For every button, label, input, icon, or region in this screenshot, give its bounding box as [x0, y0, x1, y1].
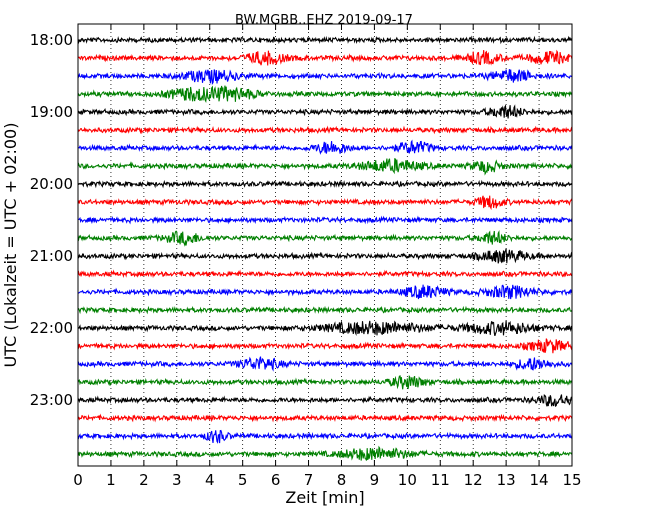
x-tick-label: 1 [106, 471, 116, 489]
trace-2200 [77, 320, 573, 337]
x-tick-label: 14 [530, 471, 549, 489]
chart-title: BW.MGBB..EHZ 2019-09-17 [235, 13, 413, 28]
trace-2315 [78, 413, 573, 423]
trace-2000 [77, 179, 573, 189]
x-tick-label: 3 [172, 471, 182, 489]
y-tick-label: 22:00 [30, 319, 73, 337]
plot-area-frame [77, 23, 573, 467]
trace-2030 [77, 215, 573, 225]
y-tick-label: 23:00 [30, 391, 73, 409]
y-tick-label: 21:00 [30, 247, 73, 265]
x-tick-label: 12 [464, 471, 483, 489]
x-tick-label: 7 [304, 471, 314, 489]
trace-1930 [78, 139, 573, 155]
trace-2145 [77, 305, 573, 315]
trace-1830 [77, 69, 573, 85]
trace-1915 [77, 125, 573, 135]
y-tick-label: 18:00 [30, 31, 73, 49]
y-axis-label: UTC (Lokalzeit = UTC + 02:00) [1, 123, 20, 368]
trace-1900 [77, 104, 573, 119]
x-tick-label: 2 [139, 471, 149, 489]
trace-1800 [77, 35, 573, 45]
trace-1845 [77, 85, 573, 104]
x-tick-label: 11 [431, 471, 450, 489]
x-tick-label: 9 [370, 471, 380, 489]
trace-2330 [77, 429, 573, 444]
x-tick-label: 13 [497, 471, 516, 489]
x-tick-label: 15 [562, 471, 581, 489]
x-tick-label: 4 [205, 471, 215, 489]
trace-2230 [77, 356, 573, 372]
trace-2300 [77, 394, 573, 408]
y-tick-label: 20:00 [30, 175, 73, 193]
y-tick-label: 19:00 [30, 103, 73, 121]
trace-2045 [77, 230, 573, 247]
x-axis-label: Zeit [min] [285, 488, 364, 507]
trace-2345 [77, 445, 573, 461]
x-tick-label: 0 [73, 471, 83, 489]
trace-2245 [77, 374, 573, 390]
trace-2100 [77, 248, 573, 264]
axis-ticks: 0 1 2 3 4 5 6 7 8 9 10 11 12 13 14 1518:0019:0020:0021:… [30, 24, 582, 489]
trace-2130 [77, 284, 573, 300]
x-tick-label: 8 [337, 471, 347, 489]
trace-1945 [77, 157, 573, 176]
trace-2115 [77, 269, 573, 279]
x-tick-label: 5 [238, 471, 248, 489]
trace-1815 [77, 49, 573, 66]
x-tick-label: 10 [398, 471, 417, 489]
seismic-traces [77, 35, 573, 461]
grid-lines [110, 24, 540, 466]
x-tick-label: 6 [271, 471, 281, 489]
trace-2015 [77, 195, 573, 211]
trace-2215 [77, 338, 573, 354]
